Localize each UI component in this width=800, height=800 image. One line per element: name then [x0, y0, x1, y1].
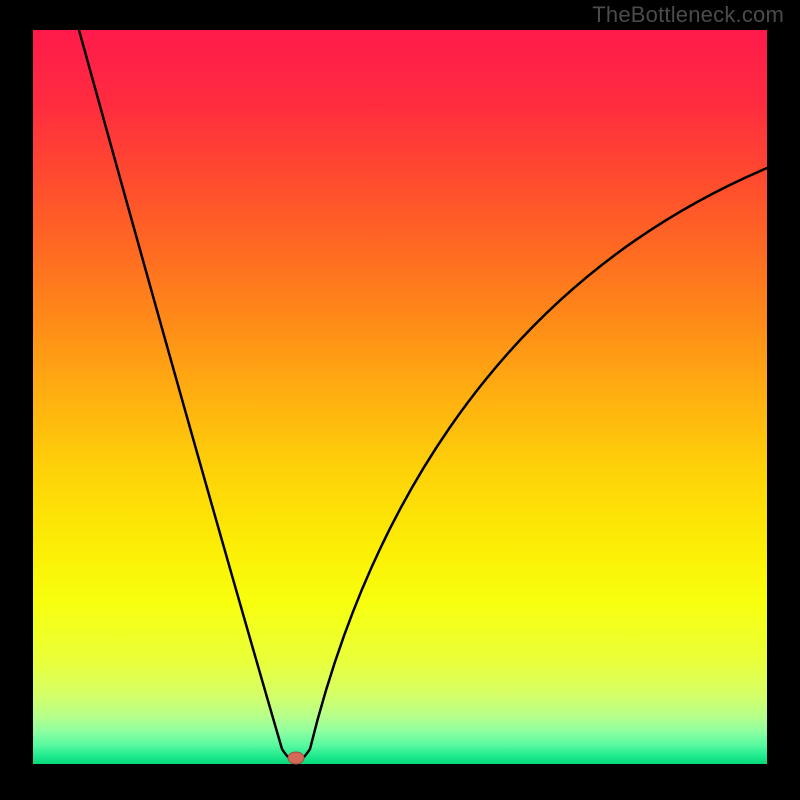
chart-svg — [0, 0, 800, 800]
chart-container: TheBottleneck.com — [0, 0, 800, 800]
optimal-point-marker — [288, 752, 304, 764]
gradient-plot-area — [33, 30, 767, 764]
watermark-text: TheBottleneck.com — [592, 2, 784, 28]
